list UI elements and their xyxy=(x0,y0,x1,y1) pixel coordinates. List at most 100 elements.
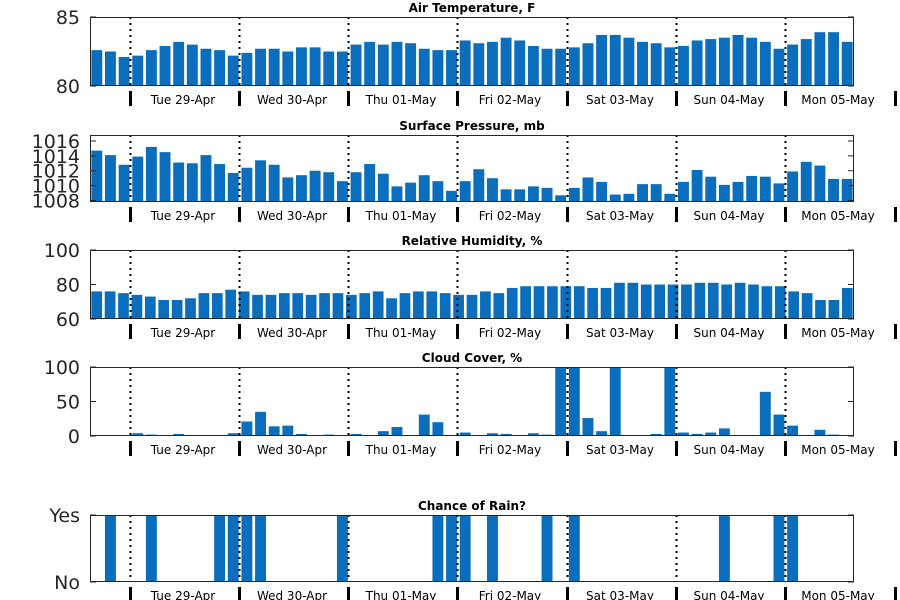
y-tick-label: No xyxy=(54,572,80,594)
x-tick-label: Sat 03-May xyxy=(586,93,654,107)
bar xyxy=(596,181,608,202)
bar xyxy=(773,515,785,582)
bar xyxy=(487,433,498,436)
bar xyxy=(527,45,539,86)
bar xyxy=(480,291,491,319)
bar xyxy=(211,293,223,320)
bar xyxy=(131,294,143,319)
bar xyxy=(787,171,799,202)
bar xyxy=(364,164,376,202)
bar xyxy=(694,282,706,319)
bar xyxy=(418,414,430,436)
bar xyxy=(241,52,253,86)
bar xyxy=(520,286,531,319)
bar xyxy=(500,37,512,86)
bar xyxy=(241,421,253,436)
plot-area xyxy=(90,515,854,582)
bar xyxy=(596,431,608,436)
bar xyxy=(405,182,417,202)
bar xyxy=(292,293,304,320)
bar xyxy=(391,427,403,436)
bar xyxy=(386,298,397,319)
bar xyxy=(814,429,826,436)
x-tick-label: Sat 03-May xyxy=(586,326,654,340)
bar xyxy=(500,189,512,202)
bar xyxy=(255,160,266,202)
bar xyxy=(705,176,717,202)
bar xyxy=(596,34,608,86)
bar xyxy=(761,286,773,319)
bar xyxy=(609,367,621,436)
bar xyxy=(336,515,348,582)
bar xyxy=(759,176,771,202)
x-tick-label: Wed 30-Apr xyxy=(257,326,327,340)
bar xyxy=(377,431,389,436)
x-tick-label: Sun 04-May xyxy=(693,443,764,457)
bar xyxy=(560,286,572,319)
bar xyxy=(568,367,580,436)
x-tick-label: Fri 02-May xyxy=(479,326,542,340)
bar xyxy=(255,411,266,436)
bar xyxy=(746,37,758,86)
y-tick-label: Yes xyxy=(48,505,80,527)
bars xyxy=(105,515,799,582)
bar xyxy=(459,515,471,582)
bar xyxy=(238,291,250,319)
bar xyxy=(173,41,185,86)
bar xyxy=(200,48,212,86)
panel-4: Cloud Cover, % 0 50 100 Tue 29-Apr Wed 30-Apr… xyxy=(44,351,897,457)
bar xyxy=(828,178,839,202)
bar xyxy=(105,51,116,86)
bar xyxy=(609,194,621,202)
bar xyxy=(241,515,253,582)
bar xyxy=(600,287,612,319)
bar xyxy=(413,291,424,319)
bar xyxy=(473,43,485,86)
bar xyxy=(278,293,290,320)
bar xyxy=(640,284,652,319)
bar xyxy=(282,51,294,86)
x-tick-label: Tue 29-Apr xyxy=(150,589,215,600)
bar xyxy=(132,55,144,86)
bar xyxy=(527,433,539,436)
bar xyxy=(214,515,226,582)
bar xyxy=(555,195,567,202)
bar xyxy=(828,32,839,86)
bar xyxy=(432,181,444,202)
bar xyxy=(814,32,826,86)
y-tick-label: 50 xyxy=(56,392,80,414)
bar xyxy=(801,293,813,320)
panel-5: Chance of Rain? No Yes Tue 29-Apr Wed 30-Apr… xyxy=(48,499,897,600)
x-tick-label: Thu 01-May xyxy=(365,443,437,457)
bar xyxy=(614,282,625,319)
y-tick-label: 80 xyxy=(56,275,80,297)
bar xyxy=(705,432,717,436)
bar xyxy=(759,41,771,86)
bar xyxy=(800,161,812,202)
bar xyxy=(377,44,389,86)
bar xyxy=(171,300,183,319)
bar xyxy=(399,293,411,320)
bar xyxy=(255,515,266,582)
bar xyxy=(159,152,171,202)
panel-title: Air Temperature, F xyxy=(409,1,536,15)
bar xyxy=(364,41,376,86)
bar xyxy=(336,181,348,202)
bar xyxy=(527,186,539,202)
x-tick-label: Sun 04-May xyxy=(693,589,764,600)
bar xyxy=(773,183,785,202)
y-tick-label: 0 xyxy=(68,426,80,448)
bar xyxy=(145,50,157,86)
bar xyxy=(305,294,317,319)
bar xyxy=(282,425,294,436)
bar xyxy=(418,48,430,86)
bar xyxy=(91,291,103,319)
bar xyxy=(432,422,444,436)
bar xyxy=(568,47,580,86)
bar xyxy=(252,294,263,319)
bar xyxy=(265,294,277,319)
bar xyxy=(691,433,703,436)
panel-title: Relative Humidity, % xyxy=(402,234,543,248)
bar xyxy=(759,391,771,436)
bar xyxy=(227,515,239,582)
